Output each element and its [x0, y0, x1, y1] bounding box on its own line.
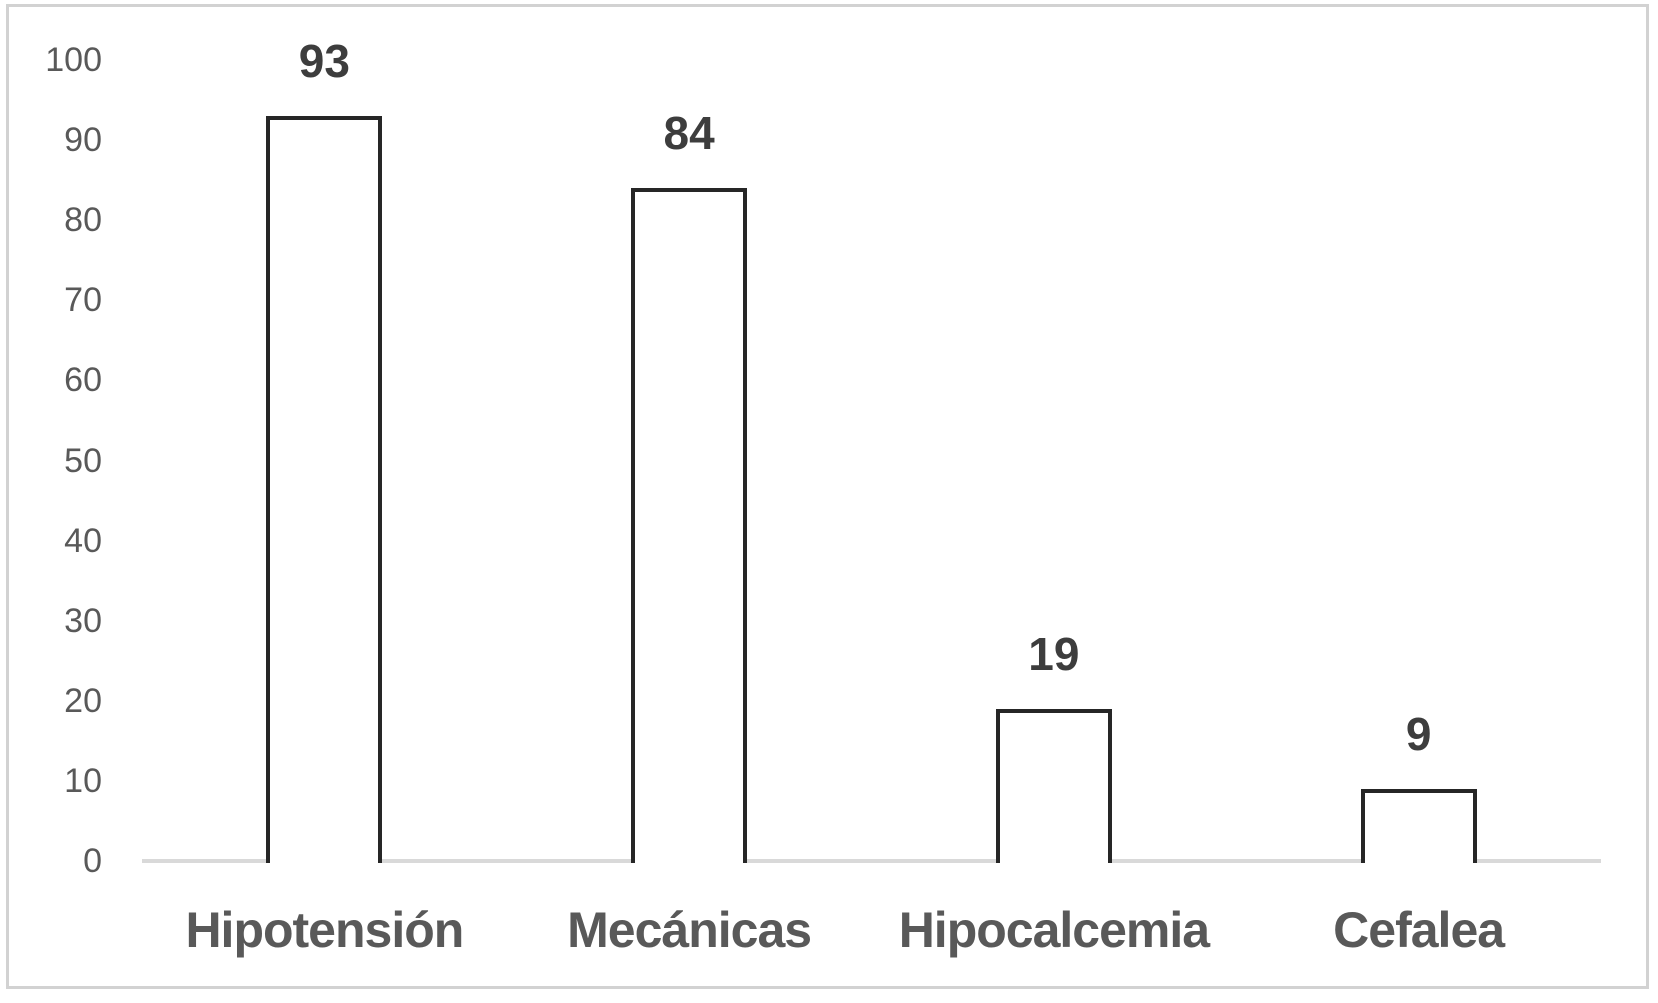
- y-axis-tick-label: 90: [64, 121, 102, 160]
- y-axis-tick-label: 30: [64, 601, 102, 640]
- x-axis-category-label: Hipotensión: [185, 902, 464, 958]
- data-label: 93: [298, 35, 350, 88]
- x-axis-category-label: Hipocalcemia: [898, 902, 1210, 958]
- bar-hipotensión: [266, 116, 383, 863]
- bar-hipocalcemia: [995, 708, 1112, 863]
- data-label: 84: [663, 107, 715, 160]
- y-axis-tick-label: 60: [64, 361, 102, 400]
- y-axis-tick-label: 10: [64, 761, 102, 800]
- y-axis-tick-label: 20: [64, 681, 102, 720]
- y-axis-tick-label: 80: [64, 201, 102, 240]
- x-axis-category-label: Cefalea: [1333, 902, 1505, 958]
- x-axis-category-label: Mecánicas: [567, 902, 812, 958]
- y-axis-tick-label: 100: [45, 41, 102, 79]
- y-axis-tick-label: 40: [64, 521, 102, 560]
- bar-mecánicas: [631, 188, 748, 863]
- y-axis-tick-label: 0: [83, 842, 102, 880]
- x-axis-line: [142, 859, 1601, 863]
- data-label: 19: [1028, 627, 1080, 680]
- y-axis-tick-label: 70: [64, 281, 102, 320]
- bar-cefalea: [1360, 788, 1477, 863]
- y-axis-tick-label: 50: [64, 441, 102, 480]
- data-label: 9: [1405, 707, 1432, 760]
